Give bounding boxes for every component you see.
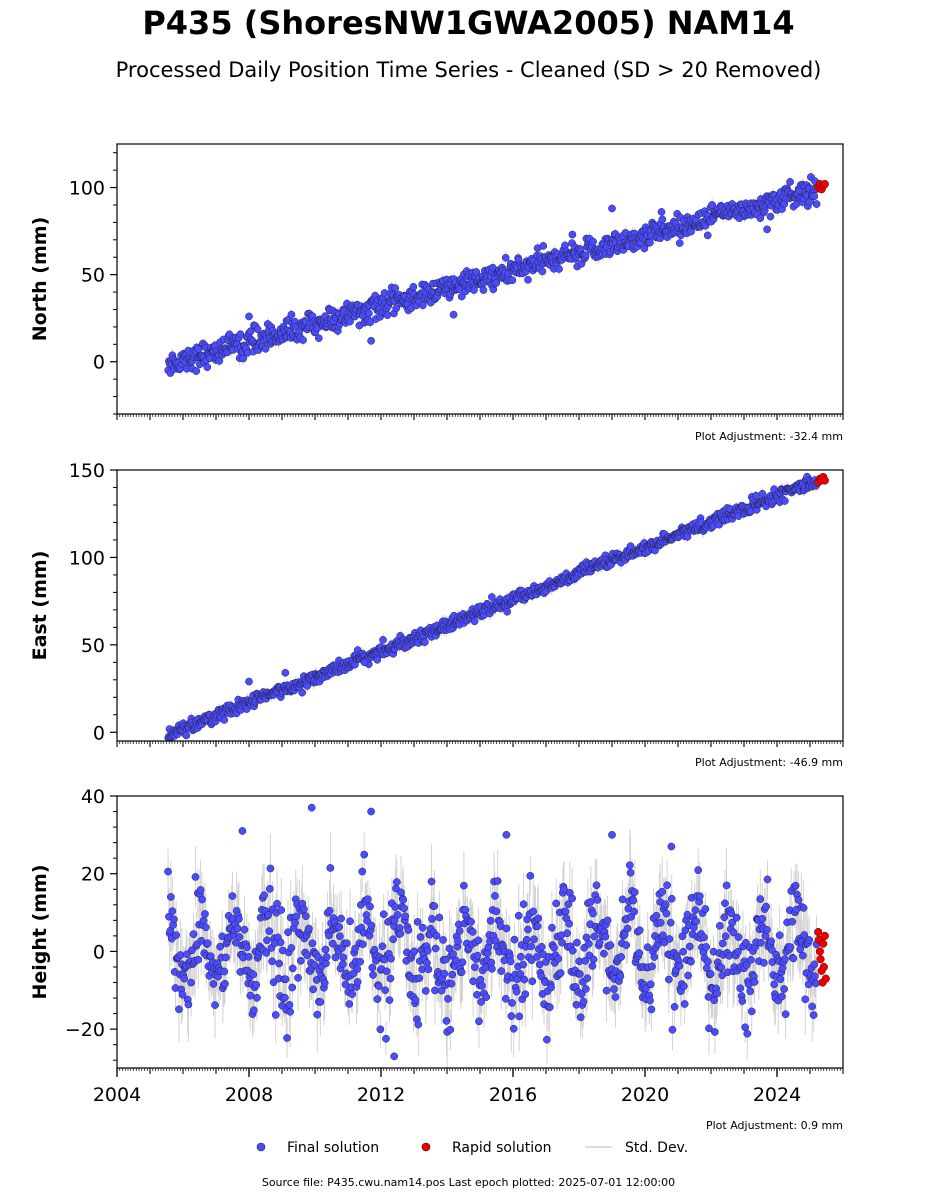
- final-point-outlier: [245, 312, 253, 321]
- final-point: [766, 212, 775, 221]
- final-point-outlier: [568, 230, 577, 239]
- y-tick-label: 50: [81, 265, 105, 287]
- final-point: [261, 344, 270, 353]
- final-point: [640, 244, 649, 253]
- final-point: [303, 682, 312, 690]
- final-point: [203, 363, 212, 372]
- final-point: [373, 655, 382, 664]
- final-point: [392, 304, 400, 313]
- panel-data: [164, 472, 829, 741]
- final-point-outlier: [367, 336, 375, 345]
- final-point: [194, 345, 203, 353]
- final-point: [379, 636, 387, 644]
- final-point: [812, 200, 821, 208]
- final-point: [479, 286, 488, 294]
- final-point: [508, 276, 517, 285]
- final-point: [182, 731, 191, 740]
- y-tick-label: 100: [69, 547, 105, 569]
- final-point: [346, 317, 354, 326]
- final-point: [708, 201, 716, 209]
- final-point-outlier: [449, 310, 458, 319]
- panel-2: 0 50 100 150 East (mm) Plot Adjustment: -46.9…: [29, 460, 844, 769]
- plot-adjustment: Plot Adjustment: -46.9 mm: [695, 756, 843, 769]
- y-tick-label: 0: [93, 352, 105, 374]
- final-point: [287, 310, 296, 319]
- y-tick-label: 0: [93, 722, 105, 744]
- final-point: [472, 268, 481, 276]
- final-point: [488, 593, 496, 601]
- final-point: [703, 231, 712, 240]
- final-point-outlier: [657, 208, 666, 216]
- final-point: [364, 309, 373, 318]
- final-point: [299, 336, 307, 344]
- y-tick-label: 100: [69, 178, 105, 200]
- panel-1: 0 50 100 North (mm) Plot Adjustment: -32.4 m…: [29, 143, 844, 443]
- final-point: [524, 275, 532, 284]
- final-point: [314, 334, 323, 342]
- final-points: [164, 173, 821, 377]
- final-point: [581, 251, 590, 260]
- final-point: [457, 292, 466, 301]
- final-point: [192, 367, 201, 375]
- final-point: [215, 357, 224, 365]
- final-point: [675, 239, 684, 247]
- final-point: [409, 282, 418, 291]
- y-axis-label: East (mm): [29, 551, 51, 661]
- final-point: [539, 242, 548, 250]
- final-point: [683, 533, 692, 541]
- final-point: [383, 311, 392, 320]
- final-point-outlier: [360, 658, 369, 667]
- final-point: [239, 354, 248, 363]
- chart-title: P435 (ShoresNW1GWA2005) NAM14: [142, 4, 795, 42]
- final-point: [786, 178, 794, 186]
- plot-adjustment: Plot Adjustment: -32.4 mm: [695, 430, 843, 443]
- rapid-point: [820, 180, 829, 189]
- final-point: [391, 284, 400, 292]
- final-point: [253, 325, 262, 334]
- final-point-outlier: [245, 677, 253, 686]
- final-point: [421, 638, 429, 646]
- final-point: [298, 688, 307, 697]
- final-points: [164, 472, 821, 741]
- chart-subtitle: Processed Daily Position Time Series - C…: [115, 58, 822, 82]
- final-point: [626, 542, 635, 550]
- panel-data: [164, 170, 829, 378]
- final-point: [756, 214, 765, 222]
- final-point: [646, 238, 654, 247]
- final-point-outlier: [281, 668, 290, 677]
- final-point: [470, 617, 479, 626]
- final-point: [781, 497, 789, 505]
- y-axis-label: North (mm): [29, 217, 51, 342]
- final-point: [418, 301, 427, 310]
- final-point: [555, 265, 563, 273]
- rapid-point: [820, 476, 829, 485]
- final-point: [503, 607, 511, 616]
- final-point-outlier: [608, 204, 616, 213]
- final-point: [492, 279, 501, 287]
- final-point: [810, 192, 819, 201]
- y-tick-label: 150: [69, 460, 105, 482]
- final-point: [538, 267, 547, 276]
- final-point: [589, 237, 597, 246]
- final-point: [758, 489, 767, 498]
- final-point: [470, 286, 478, 294]
- panel-data: [164, 803, 830, 1068]
- final-point: [236, 330, 245, 339]
- final-point: [246, 327, 255, 336]
- y-tick-label: 50: [81, 635, 105, 657]
- final-point: [501, 253, 510, 262]
- final-point: [658, 215, 667, 224]
- final-point-outlier: [763, 225, 771, 234]
- final-point: [220, 716, 229, 724]
